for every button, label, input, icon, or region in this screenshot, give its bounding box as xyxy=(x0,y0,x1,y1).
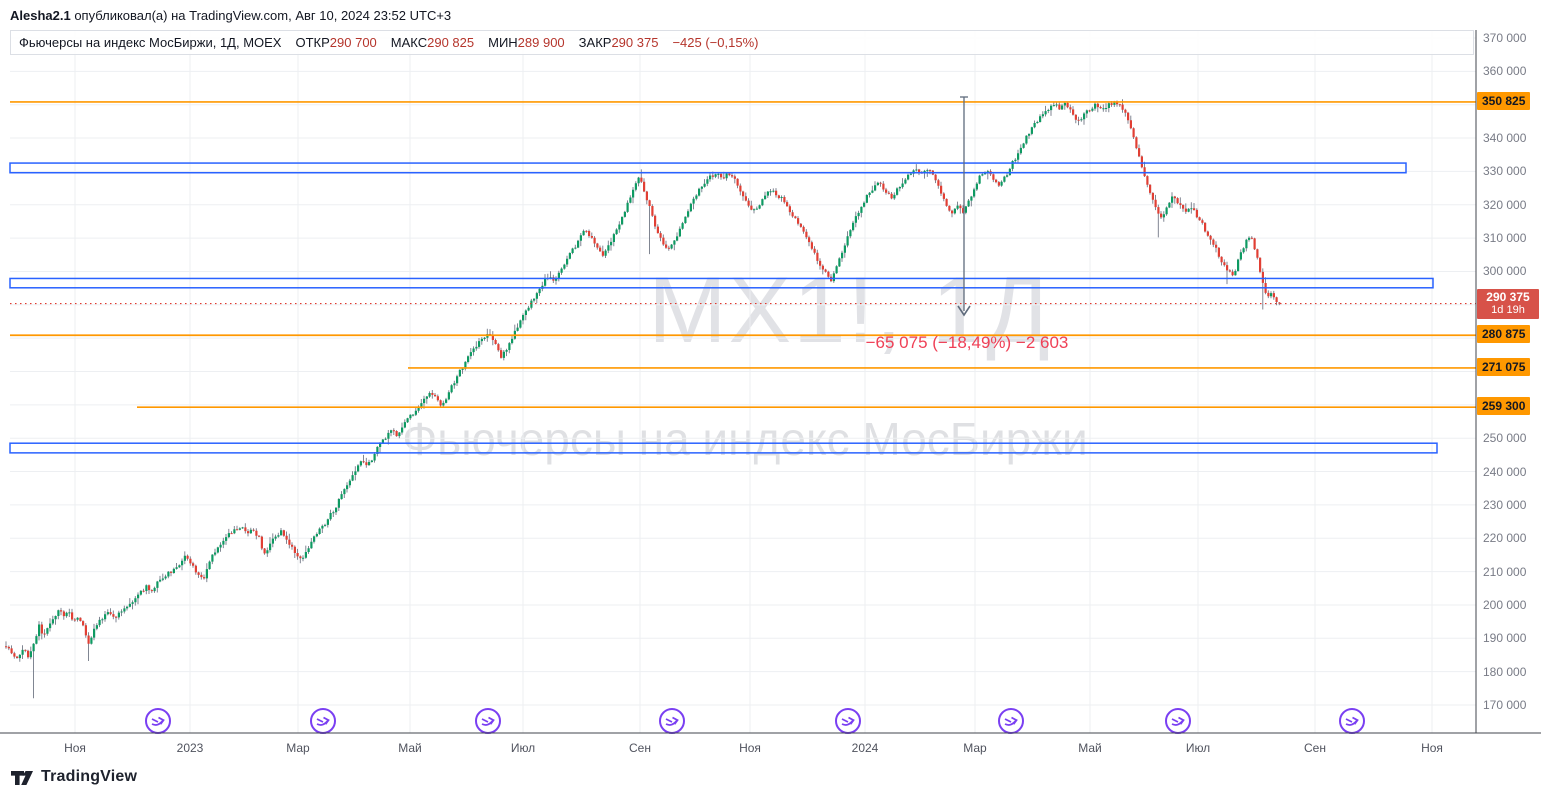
tradingview-logo-text: TradingView xyxy=(41,768,138,785)
vertical-gridlines xyxy=(74,31,1433,733)
level-price-label: 350 825 xyxy=(1477,91,1531,110)
price-tick: 240 000 xyxy=(1483,464,1527,479)
time-tick-Июл: Июл xyxy=(510,741,536,755)
expiry-jump-icon[interactable] xyxy=(1165,708,1191,734)
legend-ohlc-ОТКР: ОТКР290 700 xyxy=(295,35,377,50)
tradingview-logo[interactable]: TradingView xyxy=(10,768,137,786)
price-range-rectangle[interactable] xyxy=(9,442,1438,454)
price-tick: 330 000 xyxy=(1483,164,1527,179)
price-tick: 200 000 xyxy=(1483,597,1527,612)
time-tick-Сен: Сен xyxy=(629,741,651,755)
expiry-jump-icon[interactable] xyxy=(475,708,501,734)
expiry-jump-icon[interactable] xyxy=(659,708,685,734)
legend-ohlc-ЗАКР: ЗАКР290 375 xyxy=(578,35,659,50)
orange-level-lines[interactable] xyxy=(10,101,1476,409)
drop-annotation[interactable]: −65 075 (−18,49%) −2 603 xyxy=(865,333,1069,352)
support-resistance-rectangles[interactable] xyxy=(9,162,1438,454)
author-name: Alesha2.1 xyxy=(10,8,71,23)
tradingview-logo-icon xyxy=(11,771,33,785)
drop-measure-arrow[interactable] xyxy=(957,96,971,317)
price-tick: 210 000 xyxy=(1483,564,1527,579)
price-tick: 250 000 xyxy=(1483,431,1527,446)
price-tick: 300 000 xyxy=(1483,264,1527,279)
expiry-jump-icon[interactable] xyxy=(145,708,171,734)
level-price-label: 280 875 xyxy=(1477,325,1531,344)
symbol-legend[interactable]: Фьючерсы на индекс МосБиржи, 1Д, MOEX ОТ… xyxy=(10,30,1474,55)
level-price-label: 271 075 xyxy=(1477,357,1531,376)
symbol-watermark: MX1!, 1Д xyxy=(648,257,1052,362)
publication-info: опубликовал(а) на TradingView.com, Авг 1… xyxy=(74,8,452,23)
legend-ohlc-МИН: МИН289 900 xyxy=(488,35,565,50)
expiry-jump-icon[interactable] xyxy=(1339,708,1365,734)
price-tick: 370 000 xyxy=(1483,31,1527,45)
price-tick: 180 000 xyxy=(1483,664,1527,679)
time-tick-2024: 2024 xyxy=(851,741,879,755)
price-tick: 190 000 xyxy=(1483,631,1527,646)
expiry-jump-icon[interactable] xyxy=(835,708,861,734)
time-axis[interactable]: Ноя 2023 Мар Май Июл Сен Ноя 2024 Мар Май Июл Сен Но… xyxy=(0,737,1541,761)
legend-change: −425 (−0,15%) xyxy=(672,35,759,50)
level-price-label: 259 300 xyxy=(1477,397,1531,416)
price-range-rectangle[interactable] xyxy=(9,162,1407,174)
expiry-marker-icons[interactable] xyxy=(145,708,1365,734)
legend-ohlc-МАКС: МАКС290 825 xyxy=(390,35,475,50)
expiry-jump-icon[interactable] xyxy=(310,708,336,734)
price-tick: 340 000 xyxy=(1483,131,1527,146)
horizontal-gridlines xyxy=(10,37,1476,706)
symbol-title: Фьючерсы на индекс МосБиржи, 1Д, MOEX xyxy=(19,35,282,50)
time-tick-Сен: Сен xyxy=(1304,741,1326,755)
axis-lines xyxy=(0,30,1541,734)
time-tick-Ноя: Ноя xyxy=(1421,741,1443,755)
time-tick-Май: Май xyxy=(1078,741,1102,755)
candle-bodies xyxy=(5,101,1281,659)
symbol-watermark-subtitle: Фьючерсы на индекс МосБиржи xyxy=(402,413,1088,465)
price-tick: 360 000 xyxy=(1483,64,1527,79)
time-tick-Мар: Мар xyxy=(963,741,987,755)
time-tick-Ноя: Ноя xyxy=(739,741,761,755)
price-tick: 310 000 xyxy=(1483,231,1527,246)
current-price-label: 290 375 1d 19h xyxy=(1477,288,1539,319)
candle-wicks xyxy=(5,99,1280,699)
time-tick-Ноя: Ноя xyxy=(64,741,86,755)
price-tick: 320 000 xyxy=(1483,197,1527,212)
time-tick-Май: Май xyxy=(398,741,422,755)
time-tick-Мар: Мар xyxy=(286,741,310,755)
time-tick-2023: 2023 xyxy=(176,741,204,755)
price-range-rectangle[interactable] xyxy=(9,277,1434,289)
price-tick: 230 000 xyxy=(1483,497,1527,512)
expiry-jump-icon[interactable] xyxy=(998,708,1024,734)
price-tick: 220 000 xyxy=(1483,531,1527,546)
time-tick-Июл: Июл xyxy=(1185,741,1211,755)
publication-header: Alesha2.1 опубликовал(а) на TradingView.… xyxy=(10,8,451,23)
price-axis[interactable]: 370 000 360 000 340 000 330 000 320 000 310 0… xyxy=(1476,28,1541,733)
price-tick: 170 000 xyxy=(1483,698,1527,712)
